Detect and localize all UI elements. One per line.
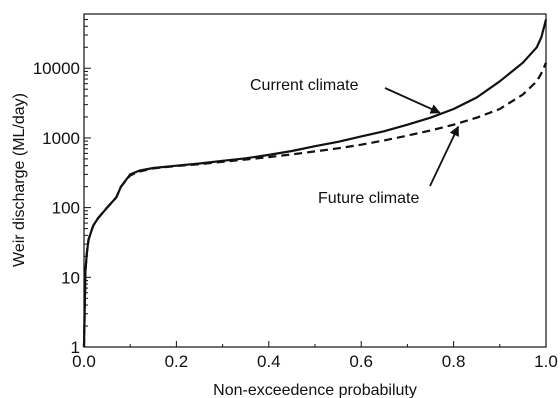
annotation-label: Future climate	[318, 190, 419, 207]
x-tick-label: 0.4	[257, 352, 281, 371]
plot-frame	[83, 13, 547, 348]
axis-ticks: 0.0 0.2 0.4 0.6 0.8 1.0 1 10 100 1000 10000	[33, 13, 558, 371]
series-line-current-climate	[82, 19, 548, 348]
annotations: Current climate Future climate	[250, 77, 460, 207]
y-tick-label: 100	[52, 199, 80, 218]
x-tick-label: 1.0	[534, 352, 558, 371]
y-tick-label: 10	[61, 268, 80, 287]
y-tick-label: 1	[71, 338, 80, 357]
y-tick-label: 10000	[33, 59, 80, 78]
y-axis-label: Weir discharge (ML/day)	[11, 93, 28, 267]
x-axis-label: Non-exceedence probabiluty	[213, 382, 417, 398]
y-tick-label: 1000	[42, 129, 80, 148]
x-tick-label: 0.0	[72, 352, 96, 371]
x-tick-label: 0.6	[349, 352, 373, 371]
series-lines	[82, 19, 548, 348]
x-tick-label: 0.2	[165, 352, 189, 371]
annotation-label: Current climate	[250, 77, 359, 94]
x-tick-label: 0.8	[442, 352, 466, 371]
annotation-arrow	[429, 125, 460, 187]
series-line-future-climate	[82, 62, 548, 348]
annotation-arrow	[384, 87, 441, 114]
